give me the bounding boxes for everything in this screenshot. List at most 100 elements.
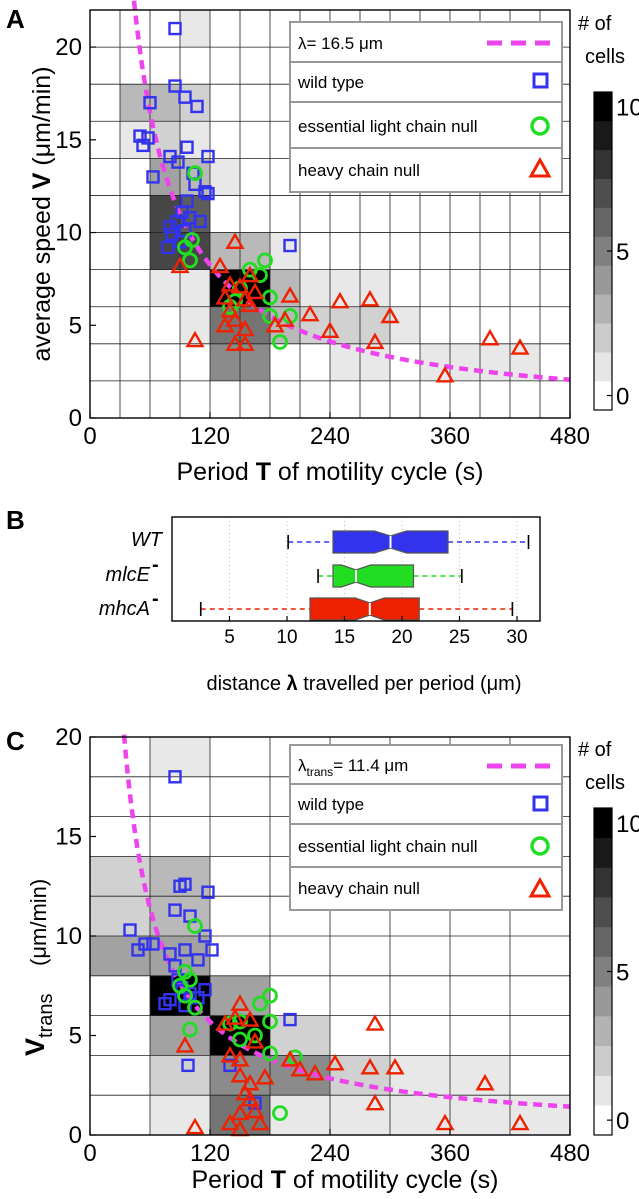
panel-a-fit-curve — [131, 0, 571, 383]
panel-c-points — [123, 770, 530, 1137]
colorbar-step — [594, 381, 612, 411]
heatmap-cell — [90, 896, 150, 936]
colorbar-c-title-1: # of — [578, 739, 612, 761]
point-hc — [170, 256, 190, 274]
heatmap-cell — [150, 269, 180, 307]
y-tick-label: 5 — [69, 1023, 82, 1050]
point-elc — [232, 1013, 248, 1030]
point-hc — [225, 232, 245, 250]
colorbar-step — [594, 956, 612, 987]
colorbar-step — [594, 1016, 612, 1047]
panel-b-frame — [171, 516, 541, 622]
colorbar-step — [594, 265, 612, 295]
x-tick-label: 480 — [550, 1140, 590, 1167]
panel-c-label: C — [6, 726, 25, 756]
point-wt — [180, 194, 194, 208]
point-hc — [510, 1113, 530, 1131]
point-elc — [272, 1105, 288, 1122]
x-tick-label: 0 — [83, 423, 96, 450]
heatmap-cell — [240, 232, 270, 270]
point-wt — [178, 998, 192, 1013]
colorbar-step — [594, 236, 612, 266]
point-wt — [283, 1012, 297, 1027]
x-tick-label: 360 — [430, 1140, 470, 1167]
point-wt — [178, 943, 192, 957]
point-wt — [141, 131, 155, 145]
point-hc — [360, 289, 380, 307]
point-wt — [180, 140, 194, 154]
point-hc — [300, 304, 320, 322]
point-wt — [193, 214, 207, 229]
point-hc — [185, 1117, 205, 1135]
x-tick-label: 5 — [224, 627, 235, 648]
legend-a-wt-marker — [532, 72, 549, 89]
heatmap-cell — [180, 10, 210, 48]
colorbar-c: 0 5 10 — [593, 807, 639, 1136]
box-elc — [332, 564, 415, 588]
heatmap-cell — [210, 1055, 270, 1096]
colorbar-tick-label: 10 — [616, 811, 639, 838]
point-hc — [185, 330, 205, 348]
heatmap-cell — [210, 1015, 270, 1056]
heatmap-cell — [390, 306, 420, 344]
point-hc — [250, 1113, 270, 1131]
point-hc — [290, 1059, 310, 1077]
point-wt — [205, 943, 219, 957]
colorbar-a: 0 5 10 — [593, 91, 639, 411]
legend-a-elc-marker — [530, 116, 550, 136]
svg-text:V: V — [20, 1038, 50, 1056]
colorbar-step — [594, 92, 612, 122]
point-wt — [181, 1058, 195, 1073]
point-wt — [168, 21, 182, 36]
point-elc — [257, 252, 273, 269]
y-tick-label: 10 — [55, 923, 82, 950]
point-wt — [201, 885, 215, 899]
heatmap-cell — [330, 343, 360, 381]
point-wt — [143, 96, 157, 110]
point-hc — [235, 334, 255, 352]
heatmap-cell — [330, 306, 360, 344]
point-hc — [480, 328, 500, 346]
point-elc — [187, 165, 203, 182]
point-hc — [475, 1073, 495, 1091]
point-wt — [178, 877, 192, 891]
point-hc — [230, 1103, 250, 1121]
panel-a-label: A — [6, 4, 25, 34]
colorbar-step — [594, 1075, 612, 1106]
panel-c-legend: λtrans= 11.4 μm wild type essential ligh… — [289, 744, 563, 911]
point-hc — [175, 1036, 195, 1053]
panel-b-boxes — [199, 530, 530, 621]
legend-a-hc-label: heavy chain null — [298, 161, 420, 180]
fit-curve — [131, 0, 571, 383]
colorbar-step — [594, 149, 612, 180]
point-hc — [240, 1073, 260, 1091]
x-tick-label: 30 — [506, 627, 527, 648]
point-hc — [305, 1063, 325, 1081]
point-hc — [255, 1067, 275, 1085]
point-elc — [262, 987, 278, 1004]
point-hc — [220, 275, 240, 292]
legend-c-fit-label: λtrans= 11.4 μm — [298, 756, 408, 779]
point-wt — [168, 903, 182, 917]
colorbar-c-title-2: cells — [585, 772, 625, 794]
point-wt — [190, 99, 204, 114]
heatmap-cell — [210, 232, 240, 270]
point-elc — [252, 995, 268, 1012]
heatmap-cell — [270, 1015, 330, 1056]
point-hc — [320, 321, 340, 339]
colorbar-a-title-1: # of — [578, 13, 612, 35]
panel-b: B 5 10 15 20 25 30 WT mlcE - mhcA - distance … — [6, 505, 541, 695]
x-tick-label: 240 — [310, 1140, 350, 1167]
legend-a-elc-label: essential light chain null — [298, 117, 478, 136]
point-hc — [210, 256, 230, 274]
x-tick-label: 360 — [430, 423, 470, 450]
panel-a-ylabel: average speed V (μm/min) — [28, 66, 56, 361]
heatmap-cell — [390, 1055, 450, 1096]
point-hc — [225, 310, 245, 327]
y-tick-label: 20 — [55, 724, 82, 751]
heatmap-cell — [270, 1095, 330, 1135]
point-hc — [325, 1053, 345, 1071]
box-label-mlce: mlcE — [106, 564, 151, 586]
svg-text:trans: trans — [35, 994, 57, 1038]
legend-c-wt-label: wild type — [297, 795, 364, 814]
